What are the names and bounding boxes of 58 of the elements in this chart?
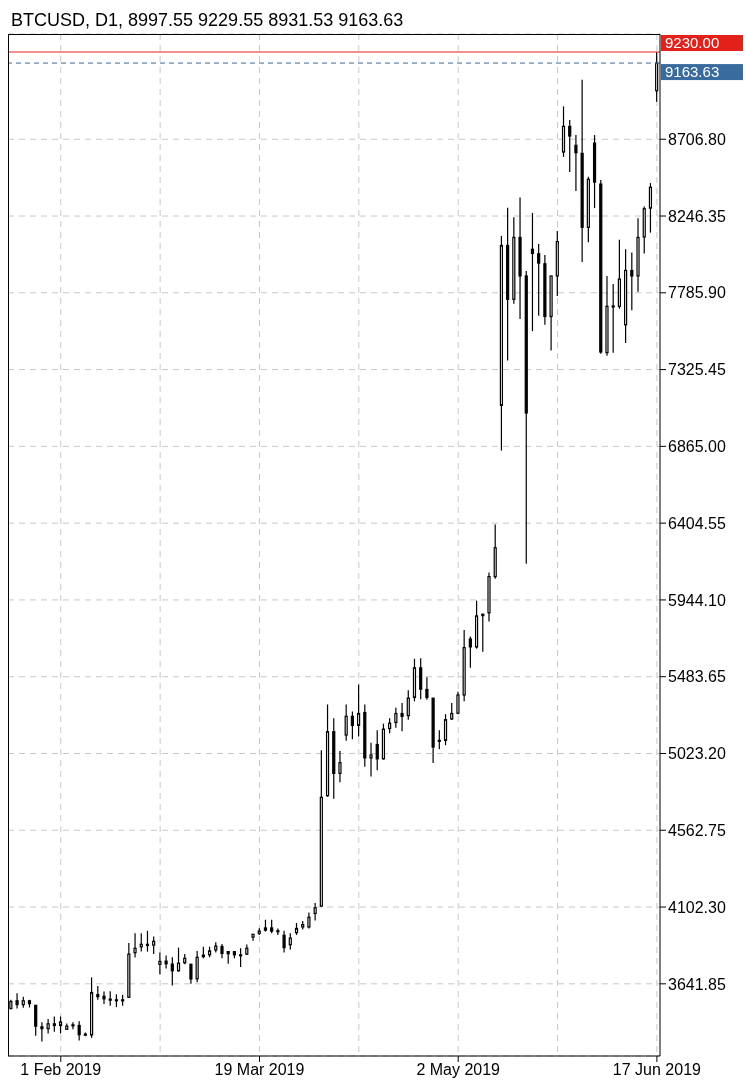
candlestick bbox=[195, 950, 199, 983]
candlestick bbox=[164, 955, 168, 970]
candlestick bbox=[369, 742, 373, 778]
candlestick bbox=[443, 713, 448, 746]
y-tick-label: 8706.80 bbox=[668, 130, 726, 148]
candlestick bbox=[568, 119, 572, 173]
x-tick-label: 1 Feb 2019 bbox=[20, 1061, 102, 1079]
candlestick bbox=[170, 956, 174, 987]
y-tick-label: 4102.30 bbox=[668, 898, 726, 916]
y-tick-label: 7325.45 bbox=[668, 361, 726, 379]
y-tick-label: 4562.75 bbox=[668, 821, 726, 839]
candlestick bbox=[77, 1020, 81, 1042]
candlestick bbox=[145, 930, 150, 953]
x-tick-label: 19 Mar 2019 bbox=[214, 1061, 305, 1079]
candlestick bbox=[282, 930, 286, 954]
y-tick-label: 5023.20 bbox=[668, 745, 726, 763]
candlestick bbox=[276, 927, 280, 936]
candlestick bbox=[468, 635, 472, 669]
candlestick bbox=[425, 676, 429, 701]
candlestick bbox=[350, 710, 354, 740]
candlestick bbox=[611, 283, 615, 354]
candlestick bbox=[394, 707, 398, 729]
x-tick-label: 2 May 2019 bbox=[416, 1061, 501, 1079]
candlestick bbox=[133, 932, 137, 959]
candlestick bbox=[419, 657, 423, 700]
candlestick bbox=[239, 947, 243, 968]
candlestick bbox=[34, 1004, 38, 1037]
candlestick bbox=[630, 251, 634, 311]
candlestick bbox=[400, 702, 404, 732]
candlestick bbox=[71, 1021, 75, 1030]
candlestick bbox=[357, 684, 361, 738]
candlestick bbox=[344, 703, 348, 742]
candlestick bbox=[139, 932, 143, 953]
y-tick-label: 6404.55 bbox=[668, 514, 726, 532]
candlestick bbox=[158, 951, 162, 975]
candlestick bbox=[406, 689, 410, 721]
candlestick bbox=[313, 902, 317, 922]
candlestick bbox=[437, 729, 441, 750]
y-tick-label: 3641.85 bbox=[668, 975, 726, 993]
candlestick bbox=[102, 990, 106, 1005]
y-tick-label: 8246.35 bbox=[668, 207, 726, 225]
ref-line-label: 9230.00 bbox=[665, 34, 720, 52]
candlestick bbox=[15, 992, 19, 1010]
chart-title: BTCUSD, D1, 8997.55 9229.55 8931.53 9163.63 bbox=[11, 10, 404, 30]
x-tick-label: 17 Jun 2019 bbox=[612, 1061, 702, 1079]
candlestick bbox=[375, 729, 379, 771]
y-tick-label: 5483.65 bbox=[668, 668, 726, 686]
candlestick bbox=[40, 1021, 44, 1043]
candlestick bbox=[338, 750, 342, 783]
candlestick bbox=[574, 134, 578, 192]
candlestick bbox=[537, 243, 541, 317]
ref-line-label: 9163.63 bbox=[665, 63, 720, 81]
y-tick-label: 5944.10 bbox=[668, 591, 726, 609]
candlestick bbox=[46, 1018, 50, 1035]
y-tick-label: 7785.90 bbox=[668, 284, 726, 302]
y-tick-label: 6865.00 bbox=[668, 438, 726, 456]
candlestick bbox=[530, 212, 535, 332]
candlestick bbox=[648, 182, 653, 234]
